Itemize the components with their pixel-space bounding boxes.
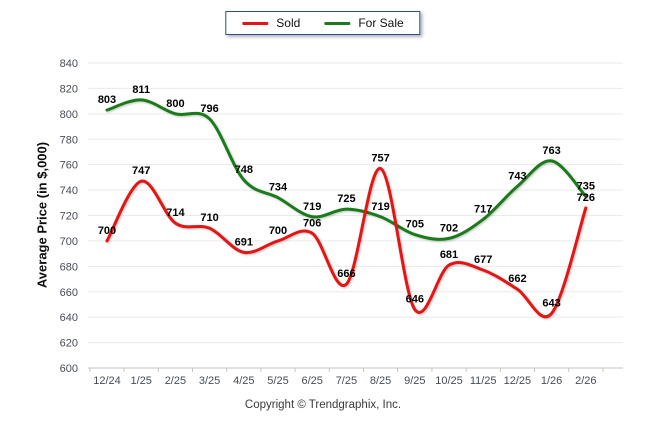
x-tick-label: 4/25 [233,375,254,387]
data-label: 691 [235,236,253,248]
data-label: 757 [371,152,389,164]
data-label: 700 [269,225,287,237]
sold-line-icon [242,21,269,25]
y-tick-label: 640 [60,312,78,324]
x-tick-label: 11/25 [470,375,497,387]
x-tick-label: 5/25 [267,375,288,387]
x-tick-label: 7/25 [336,375,357,387]
x-tick-label: 2/26 [575,375,596,387]
data-label: 726 [577,192,595,204]
x-tick-label: 12/24 [93,375,121,387]
series-line-sold [105,166,588,319]
y-tick-label: 840 [60,58,78,70]
data-label: 702 [440,222,458,234]
data-label: 666 [337,268,355,280]
y-tick-label: 620 [60,338,78,350]
data-label: 748 [235,164,253,176]
x-tick-label: 1/26 [541,375,562,387]
data-label: 643 [542,297,560,309]
data-label: 710 [200,212,218,224]
x-tick-label: 9/25 [404,375,425,387]
legend-label-for-sale: For Sale [358,16,404,30]
y-axis-title: Average Price (in $,000) [34,141,50,289]
data-label: 719 [371,201,389,213]
data-label: 706 [303,217,321,229]
legend-item-sold: Sold [242,17,300,29]
data-label: 734 [269,182,288,194]
y-tick-label: 600 [60,363,78,375]
data-label: 811 [132,84,150,96]
y-tick-label: 660 [60,287,78,299]
chart-legend: Sold For Sale [225,11,421,35]
x-tick-label: 2/25 [165,375,186,387]
y-tick-label: 820 [60,83,78,95]
y-tick-label: 740 [60,185,78,197]
data-label: 735 [577,180,595,192]
legend-label-sold: Sold [276,16,301,30]
data-label: 646 [406,294,424,306]
y-tick-label: 800 [60,109,78,121]
data-label: 705 [406,219,424,231]
y-tick-label: 700 [60,236,78,248]
legend-item-for-sale: For Sale [324,16,404,30]
data-label: 725 [337,193,355,205]
data-label: 677 [474,254,492,266]
series-line-for-sale [105,98,588,241]
x-tick-label: 6/25 [301,375,322,387]
x-tick-label: 12/25 [504,375,532,387]
data-label: 717 [474,203,492,215]
data-label: 800 [166,98,184,110]
x-tick-label: 8/25 [370,375,391,387]
data-label: 714 [166,207,185,219]
data-label: 796 [200,103,218,115]
data-label: 743 [508,170,526,182]
data-label: 763 [542,145,560,157]
y-tick-label: 680 [60,261,78,273]
data-label: 681 [440,249,458,261]
data-label: 747 [132,165,150,177]
data-label: 803 [98,94,116,106]
y-tick-label: 720 [60,211,78,223]
x-tick-label: 10/25 [435,375,463,387]
y-tick-label: 760 [60,160,78,172]
copyright-text: Copyright © Trendgraphix, Inc. [244,399,402,411]
x-tick-label: 1/25 [130,375,151,387]
data-label: 662 [508,273,526,285]
y-tick-label: 780 [60,134,78,146]
data-label: 700 [98,225,116,237]
for-sale-line-icon [324,21,351,25]
x-tick-label: 3/25 [199,375,220,387]
data-label: 719 [303,201,321,213]
